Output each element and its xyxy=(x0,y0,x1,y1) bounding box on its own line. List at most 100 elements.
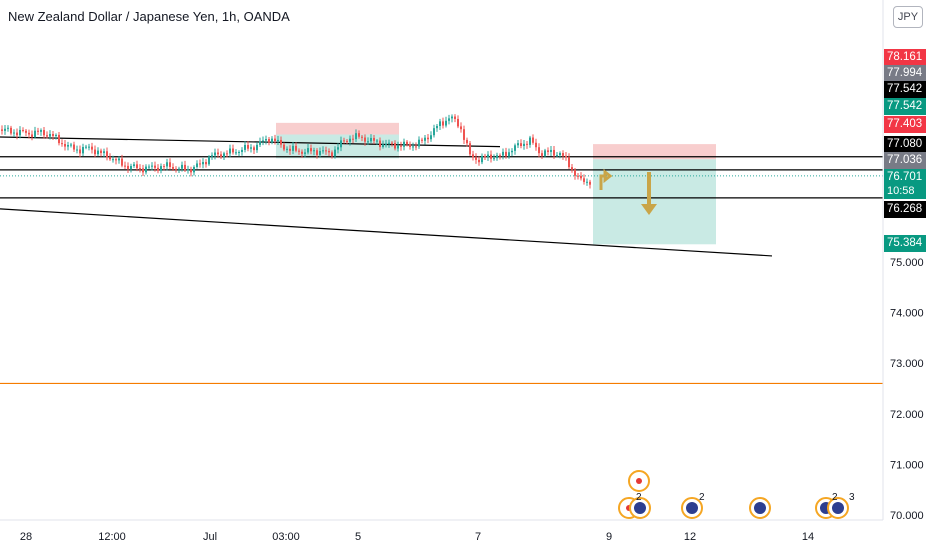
candle-body xyxy=(439,121,441,126)
candle-body xyxy=(145,166,147,173)
up-arrow-icon xyxy=(599,168,613,190)
event-icon xyxy=(634,502,646,514)
candle-body xyxy=(76,149,78,151)
x-tick-label: Jul xyxy=(203,531,217,543)
candle-body xyxy=(283,144,285,150)
x-tick-label: 7 xyxy=(475,531,481,543)
candle-body xyxy=(88,146,90,148)
candle-body xyxy=(337,147,339,150)
candle-body xyxy=(352,138,354,140)
event-count-label: 2 xyxy=(636,492,642,503)
x-tick-label: 9 xyxy=(606,531,612,543)
trend-line xyxy=(0,136,501,148)
candle-body xyxy=(496,155,498,159)
candle-body xyxy=(43,130,45,136)
candle-body xyxy=(301,151,303,154)
candle-body xyxy=(205,162,207,165)
candle-body xyxy=(100,150,102,154)
candle-body xyxy=(187,169,189,171)
price-tag: 77.080 xyxy=(884,136,926,153)
candle-body xyxy=(325,150,327,152)
candle-body xyxy=(469,143,471,155)
candle-body xyxy=(394,143,396,149)
y-tick-label: 73.000 xyxy=(890,358,924,370)
candle-body xyxy=(121,158,123,166)
candle-body xyxy=(412,146,414,148)
candle-body xyxy=(214,152,216,156)
candle-body xyxy=(7,127,9,129)
candle-body xyxy=(124,165,126,167)
candle-body xyxy=(244,144,246,150)
candle-body xyxy=(343,140,345,142)
y-tick-label: 71.000 xyxy=(890,459,924,471)
candle-body xyxy=(349,138,351,142)
event-icon xyxy=(686,502,698,514)
y-tick-label: 70.000 xyxy=(890,510,924,522)
candle-body xyxy=(142,168,144,173)
candle-body xyxy=(169,162,171,167)
candle-body xyxy=(274,138,276,142)
candle-body xyxy=(73,144,75,150)
candle-body xyxy=(514,145,516,151)
candle-body xyxy=(271,138,273,143)
candle-body xyxy=(406,141,408,145)
candle-body xyxy=(175,168,177,170)
candle-body xyxy=(310,148,312,152)
down-arrow-icon xyxy=(641,204,657,215)
candle-body xyxy=(586,181,588,183)
candle-body xyxy=(457,118,459,127)
price-tag: 77.994 xyxy=(884,65,926,82)
candle-body xyxy=(280,139,282,145)
candle-body xyxy=(322,150,324,152)
candle-body xyxy=(508,152,510,157)
candle-body xyxy=(544,150,546,156)
candle-body xyxy=(13,132,15,134)
price-tag: 77.542 xyxy=(884,81,926,98)
candle-body xyxy=(388,142,390,144)
candle-body xyxy=(442,121,444,126)
candle-body xyxy=(106,151,108,158)
candle-body xyxy=(256,144,258,151)
candle-body xyxy=(262,140,264,142)
candle-series xyxy=(1,114,591,189)
candle-body xyxy=(10,127,12,134)
candle-body xyxy=(403,141,405,147)
candle-body xyxy=(562,153,564,156)
horizontal-levels xyxy=(0,156,883,385)
candle-body xyxy=(466,139,468,144)
candle-body xyxy=(580,175,582,179)
currency-button[interactable]: JPY xyxy=(893,6,923,28)
trade-arrows xyxy=(599,168,657,215)
candle-body xyxy=(58,134,60,144)
candle-body xyxy=(178,168,180,170)
candle-body xyxy=(151,165,153,167)
candle-body xyxy=(64,143,66,147)
candle-body xyxy=(70,144,72,146)
candle-body xyxy=(307,148,309,153)
candle-body xyxy=(199,163,201,165)
candle-body xyxy=(4,128,6,131)
price-tag: 76.701 10:58 xyxy=(884,169,926,199)
countdown-label: 10:58 xyxy=(887,185,915,197)
candle-body xyxy=(316,150,318,155)
candle-body xyxy=(268,139,270,143)
price-tag: 76.268 xyxy=(884,201,926,218)
candle-body xyxy=(154,165,156,168)
candle-body xyxy=(220,154,222,158)
candle-body xyxy=(22,129,24,131)
candle-body xyxy=(130,165,132,169)
candle-body xyxy=(490,154,492,159)
candle-body xyxy=(166,162,168,167)
candle-body xyxy=(253,147,255,151)
candle-body xyxy=(250,147,252,149)
candle-body xyxy=(235,152,237,154)
candle-body xyxy=(49,134,51,137)
candle-body xyxy=(67,145,69,147)
candle-body xyxy=(484,155,486,158)
candle-body xyxy=(523,143,525,147)
event-flag-icon xyxy=(636,478,642,484)
candle-body xyxy=(61,143,63,145)
chart-title: New Zealand Dollar / Japanese Yen, 1h, O… xyxy=(8,9,290,24)
candle-body xyxy=(190,169,192,173)
